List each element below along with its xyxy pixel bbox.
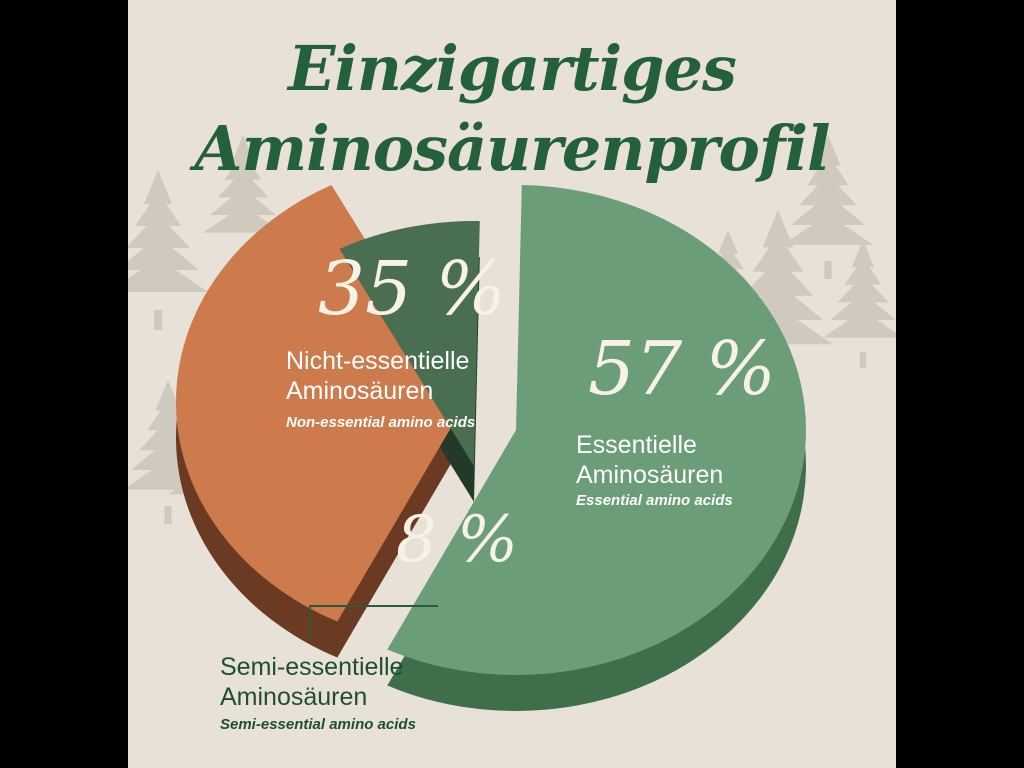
essential-label-line2: Aminosäuren bbox=[576, 461, 724, 489]
tree-icon bbox=[783, 135, 873, 279]
essential-slice bbox=[387, 185, 807, 675]
semi-essential-label-line2: Aminosäuren bbox=[220, 683, 368, 711]
essential-label-line1: Essentielle bbox=[576, 431, 697, 459]
non-essential-label-line1: Nicht-essentielle bbox=[286, 347, 470, 375]
semi-essential-label-en: Semi-essential amino acids bbox=[220, 716, 416, 733]
semi-essential-label-line1: Semi-essentielle bbox=[220, 653, 404, 681]
tree-icon bbox=[822, 240, 896, 369]
non-essential-label-line2: Aminosäuren bbox=[286, 377, 434, 405]
pie-chart bbox=[128, 135, 896, 712]
non-essential-label-en: Non-essential amino acids bbox=[286, 414, 476, 431]
chart-title-line2: Aminosäurenprofil bbox=[194, 112, 830, 185]
tree-icon bbox=[128, 170, 208, 330]
infographic-card: Einzigartiges Aminosäurenprofil 35 % Nic… bbox=[128, 0, 896, 768]
semi-essential-leader-line bbox=[309, 605, 438, 640]
chart-title-line1: Einzigartiges bbox=[288, 32, 737, 105]
pie-slices bbox=[176, 184, 807, 712]
essential-label-en: Essential amino acids bbox=[576, 492, 733, 509]
semi-essential-percent: 8 % bbox=[396, 503, 518, 577]
semi-essential-slice bbox=[339, 221, 480, 466]
essential-percent: 57 % bbox=[588, 326, 776, 412]
non-essential-percent: 35 % bbox=[318, 246, 506, 332]
